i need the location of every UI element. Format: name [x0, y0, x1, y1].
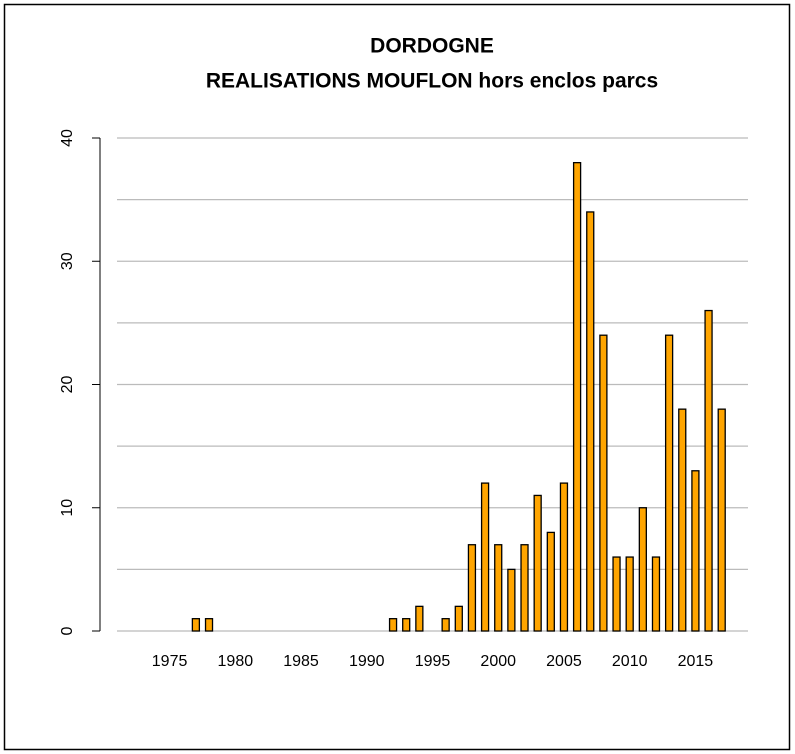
x-tick-label: 1990 — [349, 653, 385, 670]
bar — [572, 161, 582, 632]
bar — [507, 568, 516, 632]
x-tick-label: 1995 — [415, 653, 451, 670]
bar — [717, 408, 726, 632]
bar — [678, 408, 687, 632]
frame — [3, 3, 791, 751]
bar — [441, 618, 450, 632]
bar — [704, 309, 713, 632]
bar — [204, 618, 214, 632]
bar — [402, 618, 411, 632]
x-tick-label: 2000 — [480, 653, 516, 670]
bar — [533, 494, 542, 632]
x-tick-label: 1985 — [283, 653, 319, 670]
y-tick-label: 10 — [59, 499, 76, 517]
bar — [664, 334, 674, 632]
bar — [191, 618, 201, 632]
x-tick-label: 2015 — [678, 653, 714, 670]
bar — [520, 544, 529, 632]
bar — [415, 605, 424, 632]
chart-title: DORDOGNE — [370, 35, 494, 58]
bar — [625, 556, 634, 632]
bar — [454, 605, 463, 632]
x-tick-label: 1975 — [152, 653, 188, 670]
y-tick-label: 20 — [59, 376, 76, 394]
bar — [494, 544, 503, 632]
bar — [480, 482, 490, 632]
bar — [638, 507, 647, 632]
bar — [388, 618, 398, 632]
x-tick-label: 1980 — [218, 653, 254, 670]
y-tick-label: 0 — [59, 626, 76, 635]
y-tick-label: 40 — [59, 129, 76, 147]
bar — [612, 556, 621, 632]
y-tick-label: 30 — [59, 252, 76, 270]
bar — [599, 334, 608, 632]
x-tick-label: 2005 — [546, 653, 582, 670]
bar — [559, 482, 569, 632]
bar — [651, 556, 661, 632]
x-tick-label: 2010 — [612, 653, 648, 670]
bar — [546, 531, 555, 632]
bar — [691, 470, 700, 632]
bar — [586, 211, 595, 632]
chart-subtitle: REALISATIONS MOUFLON hors enclos parcs — [206, 70, 658, 93]
bar — [467, 544, 477, 632]
